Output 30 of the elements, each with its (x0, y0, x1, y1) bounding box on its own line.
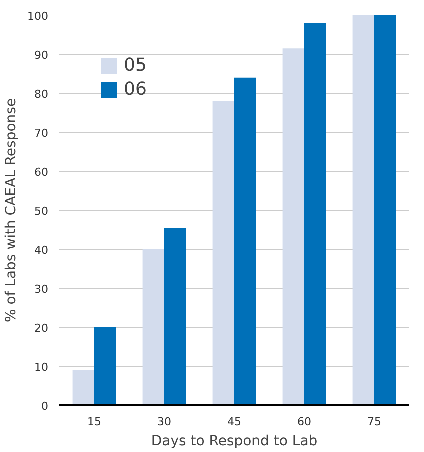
bar (94, 328, 116, 406)
x-axis-title: Days to Respond to Lab (151, 434, 318, 450)
y-tick-label: 70 (34, 127, 49, 140)
bar (212, 101, 234, 406)
x-tick-label: 45 (228, 416, 242, 428)
y-axis-title: % of Labs with CAEAL Response (4, 98, 20, 323)
y-tick-label: 100 (28, 10, 49, 23)
y-tick-label: 80 (34, 88, 49, 101)
bar (304, 23, 326, 406)
x-tick-label: 15 (88, 416, 102, 428)
y-tick-label: 60 (34, 166, 49, 179)
y-tick-label: 90 (34, 49, 49, 62)
bar (282, 48, 304, 406)
x-tick-label: 30 (158, 416, 172, 428)
y-tick-label: 20 (34, 322, 49, 335)
x-tick-label: 60 (298, 416, 312, 428)
bar (164, 228, 186, 406)
bar (352, 16, 374, 406)
y-tick-label: 10 (34, 361, 49, 374)
x-tick-label: 75 (368, 416, 382, 428)
y-tick-label: 40 (34, 244, 49, 257)
bar (374, 16, 396, 406)
bar (142, 250, 164, 406)
y-tick-label: 0 (42, 400, 48, 413)
y-tick-label: 30 (34, 283, 49, 296)
legend-label: 06 (124, 79, 147, 100)
y-tick-label: 50 (34, 205, 49, 218)
bar (72, 370, 94, 406)
bar (234, 78, 256, 406)
legend-label: 05 (124, 55, 147, 76)
